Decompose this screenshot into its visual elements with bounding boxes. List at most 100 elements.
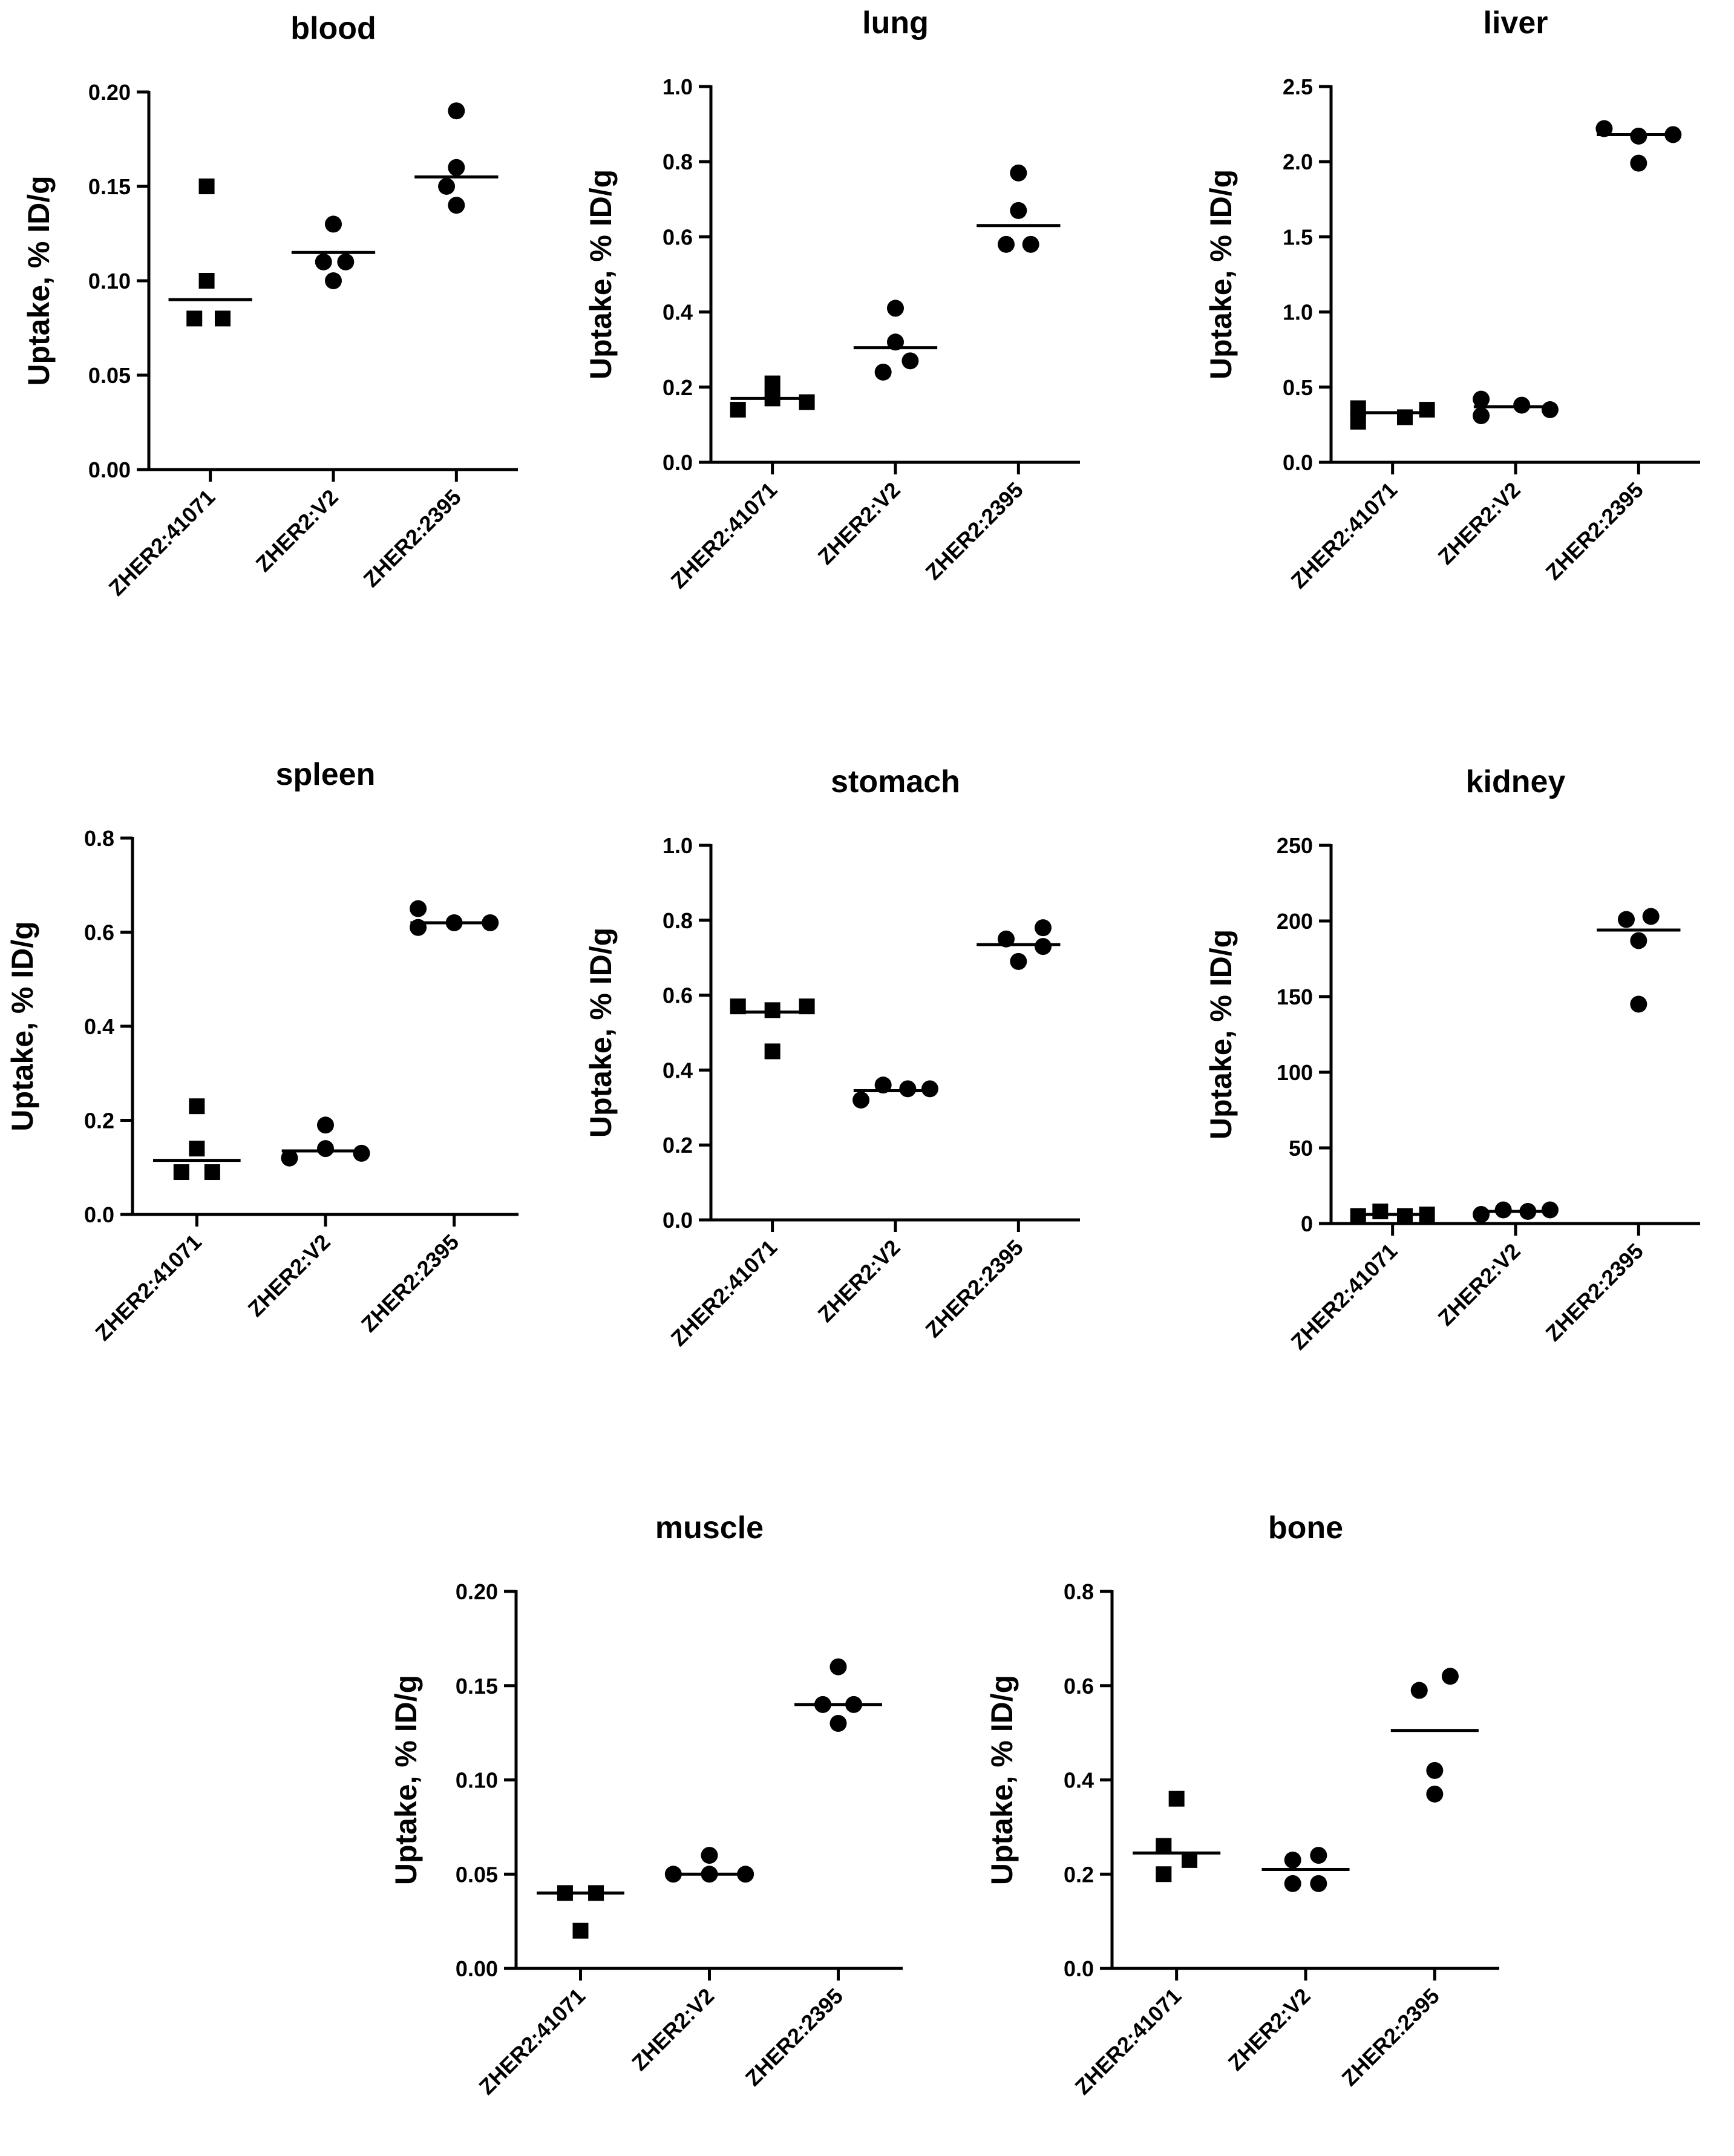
y-axis-label: Uptake, % ID/g [584,169,618,379]
y-tick-label: 0.05 [456,1862,498,1887]
data-point-square [764,1043,780,1060]
y-tick-label: 50 [1289,1136,1313,1161]
y-tick-label: 200 [1277,909,1313,934]
data-point-circle [325,215,342,233]
data-point-circle [1022,235,1039,253]
x-tick-label: ZHER2:41071 [104,485,220,601]
y-axis-label: Uptake, % ID/g [5,921,39,1131]
y-tick-label: 0.2 [1064,1862,1094,1887]
chart-blood: blood Uptake, % ID/g 0.00 0.05 0.10 0.15 0.20 Z… [22,11,518,600]
y-tick-label: 0.0 [84,1202,114,1227]
x-tick-label: ZHER2:41071 [90,1230,206,1346]
y-tick-label: 1.0 [663,833,693,858]
data-point-circle [438,178,456,195]
chart-bone: bone Uptake, % ID/g 0.0 0.2 0.4 0.6 0.8 ZHER2:4… [985,1510,1499,2099]
data-point-square [799,394,815,410]
data-point-square [730,402,746,418]
data-point-circle [448,197,465,214]
data-point-square [1156,1866,1172,1882]
data-point-square [764,375,780,392]
y-tick-label: 0.2 [84,1109,114,1133]
data-point-circle [448,102,465,120]
y-tick-label: 0.00 [456,1956,498,1981]
x-tick-label: ZHER2:41071 [666,477,782,594]
data-point-circle [1010,952,1027,970]
data-point-circle [353,1144,370,1162]
y-tick-label: 0.6 [663,983,693,1008]
data-point-circle [1642,908,1660,925]
chart-lung: lung Uptake, % ID/g 0.0 0.2 0.4 0.6 0.8 1.0 ZHER… [584,5,1080,593]
data-point-square [1372,1204,1389,1219]
x-tick-label: ZHER2:41071 [666,1235,782,1351]
y-tick-label: 0.8 [1064,1579,1094,1604]
data-point-circle [874,363,892,381]
y-tick-label: 250 [1277,833,1313,858]
y-axis-label: Uptake, % ID/g [584,928,618,1138]
y-axis-label: Uptake, % ID/g [389,1675,423,1885]
chart-title: liver [1484,5,1548,41]
data-point-circle [899,1080,917,1098]
data-point-circle [1010,164,1027,182]
x-tick-label: ZHER2:2395 [358,485,466,592]
x-tick-label: ZHER2:V2 [1433,1239,1525,1331]
y-tick-label: 0.2 [663,375,693,400]
x-tick-label: ZHER2:V2 [243,1230,335,1322]
data-point-circle [887,300,904,317]
data-point-square [764,1002,780,1018]
data-point-circle [1310,1875,1327,1892]
x-tick-label: ZHER2:V2 [1433,477,1525,569]
y-tick-label: 0.8 [663,149,693,174]
x-tick-label: ZHER2:V2 [813,477,905,569]
data-point-circle [1595,120,1613,137]
data-point-circle [1441,1668,1459,1685]
y-tick-label: 0.0 [663,450,693,475]
data-point-square [198,273,215,289]
x-tick-label: ZHER2:2395 [920,477,1028,585]
y-tick-label: 0.05 [88,363,131,388]
x-tick-label: ZHER2:V2 [1223,1984,1315,2076]
y-tick-label: 0.15 [88,174,131,199]
data-point-circle [852,1091,870,1109]
y-tick-label: 0.8 [663,908,693,933]
chart-title: muscle [655,1510,764,1545]
data-point-circle [281,1149,298,1167]
y-tick-label: 0.0 [1064,1956,1094,1981]
data-point-square [198,179,215,194]
data-point-square [1350,413,1366,430]
y-tick-label: 0.0 [663,1208,693,1233]
chart-title: stomach [831,764,960,799]
y-tick-label: 0.6 [1064,1674,1094,1699]
x-tick-label: ZHER2:41071 [1070,1984,1186,2100]
y-axis-label: Uptake, % ID/g [22,175,56,385]
x-tick-label: ZHER2:41071 [1286,1239,1402,1355]
data-point-circle [901,352,919,370]
y-tick-label: 0.6 [663,224,693,249]
y-tick-label: 1.5 [1283,224,1313,249]
data-point-circle [1473,407,1490,424]
x-tick-label: ZHER2:2395 [1540,477,1648,585]
data-point-square [1419,402,1435,418]
data-point-circle [1035,919,1052,937]
data-point-circle [1426,1785,1444,1803]
x-tick-label: ZHER2:41071 [1286,477,1402,594]
x-tick-label: ZHER2:41071 [474,1984,590,2100]
data-point-square [189,1098,205,1115]
y-tick-label: 0.2 [663,1133,693,1158]
chart-title: spleen [276,757,376,792]
data-point-circle [317,1140,334,1158]
y-tick-label: 0.4 [663,300,693,325]
x-tick-label: ZHER2:2395 [1540,1239,1648,1346]
x-tick-label: ZHER2:2395 [920,1235,1028,1343]
data-point-circle [1630,154,1647,172]
y-axis-label: Uptake, % ID/g [1204,169,1238,379]
data-point-circle [1473,390,1490,408]
x-tick-label: ZHER2:2395 [356,1230,464,1337]
x-tick-label: ZHER2:V2 [813,1235,905,1327]
y-tick-label: 0.10 [456,1768,498,1793]
data-point-square [572,1922,589,1939]
data-point-circle [921,1080,938,1098]
data-point-circle [1618,911,1635,928]
y-tick-label: 0.4 [663,1058,693,1083]
data-point-circle [1284,1875,1301,1892]
data-point-circle [1410,1682,1428,1699]
